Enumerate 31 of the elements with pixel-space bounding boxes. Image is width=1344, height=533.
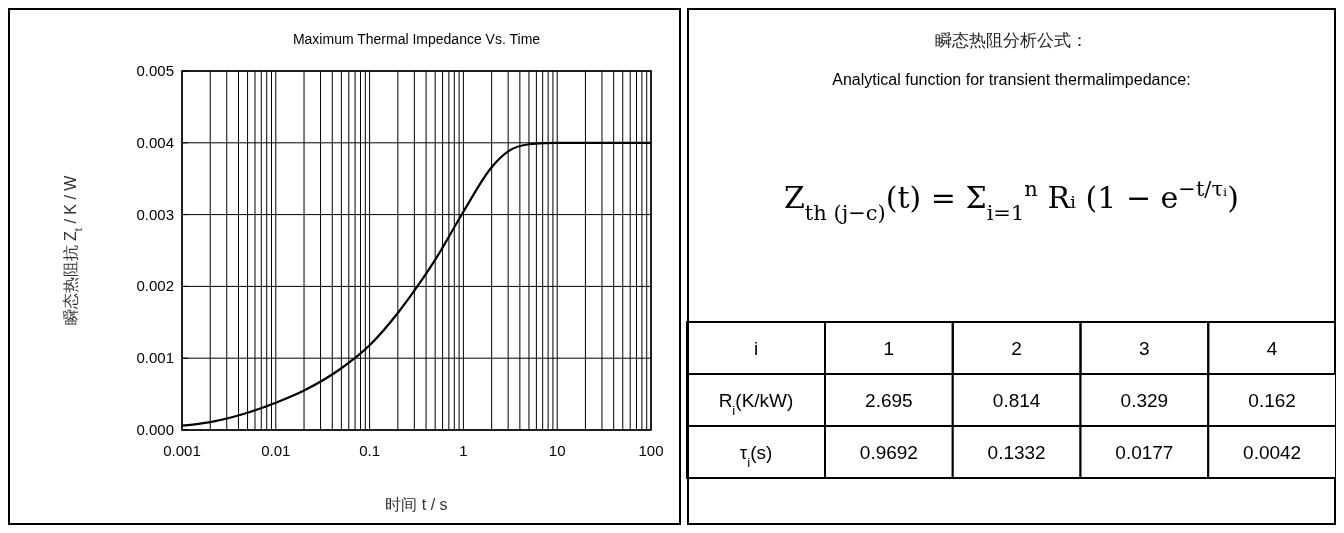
y-tick-label: 0.003 [136,205,174,223]
chart-subtitle: Analytical function for transient thermalimpedance: [832,71,1191,88]
y-tick-label: τ$_{i}$(s) [739,442,773,470]
chart-title: Maximum Thermal Impedance Vs. Time [292,31,541,47]
data-label: 0.9692 [859,442,918,463]
x-tick-label: 4 [1266,338,1278,359]
x-tick-label: 1 [459,442,468,459]
data-label: 0.814 [992,390,1041,411]
y-tick-label: 0.000 [136,421,174,438]
x-axis-title: 时间 t / s [385,496,448,513]
y-tick-label: 0.004 [136,133,174,151]
data-label: 0.0042 [1243,442,1302,463]
data-label: 0.162 [1248,390,1296,411]
data-label: 0.1332 [987,442,1046,463]
data-label: 0.329 [1120,390,1169,411]
x-tick-label: 1 [883,338,895,359]
x-tick-label: 0.01 [261,442,291,459]
x-tick-label: 10 [548,442,566,459]
chart-title: 瞬态热阻分析公式： [935,30,1088,50]
text: Z$_{th (j−c)}$(t) = Σ$_{i=1}$$^{n}$ Rᵢ (1 − e$^{−t/τᵢ}$) [784,177,1239,225]
x-tick-label: 100 [638,442,664,459]
y-tick-label: 0.002 [136,277,174,295]
x-tick-label: 2 [1011,338,1022,359]
data-label: 0.0177 [1115,442,1174,463]
x-tick-label: 0.1 [359,442,381,459]
y-tick-label: 0.005 [136,62,174,79]
x-axis-title: i [753,338,759,359]
x-tick-label: 0.001 [163,442,201,459]
x-tick-label: 3 [1139,338,1150,359]
y-tick-label: R$_{i}$(K/kW) [718,390,794,418]
data-label: 2.695 [865,390,913,411]
